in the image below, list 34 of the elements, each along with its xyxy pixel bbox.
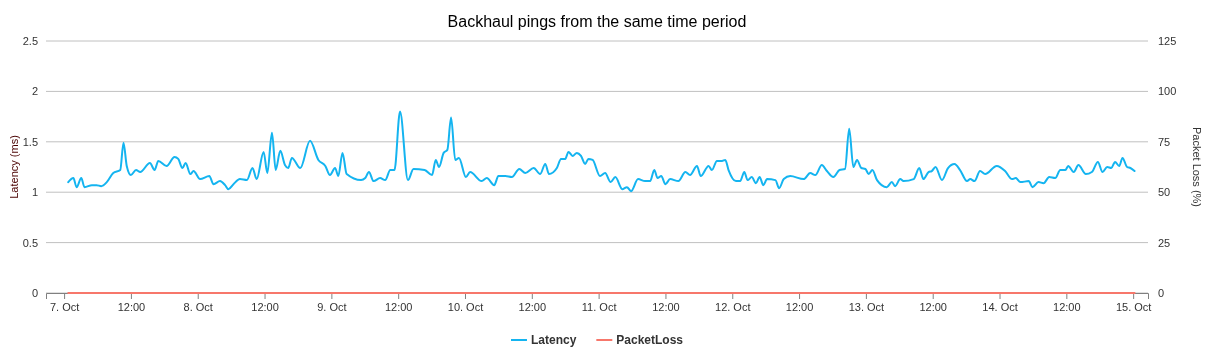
x-tick-label: 12:00 — [1053, 300, 1081, 313]
x-tick-label: 12:00 — [785, 300, 814, 313]
x-tick-label: 12:00 — [518, 300, 547, 313]
y2-tick-label: 50 — [1158, 186, 1171, 199]
x-tick-label: 12:00 — [652, 300, 680, 313]
y-tick-label: 2 — [31, 85, 38, 98]
y-tick-label: 0 — [31, 287, 38, 300]
legend-label: PacketLoss — [616, 333, 684, 347]
y2-tick-label: 100 — [1158, 85, 1177, 98]
x-tick-label: 15. Oct — [1115, 300, 1152, 313]
x-tick-label: 14. Oct — [982, 300, 1018, 313]
y-tick-label: 2.5 — [22, 35, 38, 48]
x-tick-label: 7. Oct — [49, 300, 80, 313]
x-tick-label: 10. Oct — [447, 300, 484, 313]
y-tick-label: 1 — [31, 186, 38, 199]
y2-tick-label: 0 — [1158, 287, 1165, 300]
x-tick-label: 11. Oct — [581, 300, 617, 313]
x-tick-label: 9. Oct — [317, 300, 347, 313]
y-tick-label: 1.5 — [22, 135, 38, 148]
legend-label: Latency — [530, 333, 577, 347]
chart-title: Backhaul pings from the same time period — [447, 13, 747, 30]
y2-tick-label: 25 — [1158, 236, 1171, 249]
x-tick-label: 12. Oct — [715, 300, 751, 313]
y-axis-title: Latency (ms) — [8, 135, 20, 199]
x-tick-label: 8. Oct — [183, 300, 213, 313]
y-tick-label: 0.5 — [22, 236, 38, 249]
y2-axis-title: Packet Loss (%) — [1191, 126, 1203, 208]
x-tick-label: 12:00 — [919, 300, 947, 313]
x-tick-label: 12:00 — [251, 300, 279, 313]
x-tick-label: 13. Oct — [848, 300, 885, 313]
y2-tick-label: 125 — [1158, 35, 1177, 48]
y2-tick-label: 75 — [1158, 135, 1171, 148]
x-tick-label: 12:00 — [117, 300, 146, 313]
x-tick-label: 12:00 — [384, 300, 413, 313]
